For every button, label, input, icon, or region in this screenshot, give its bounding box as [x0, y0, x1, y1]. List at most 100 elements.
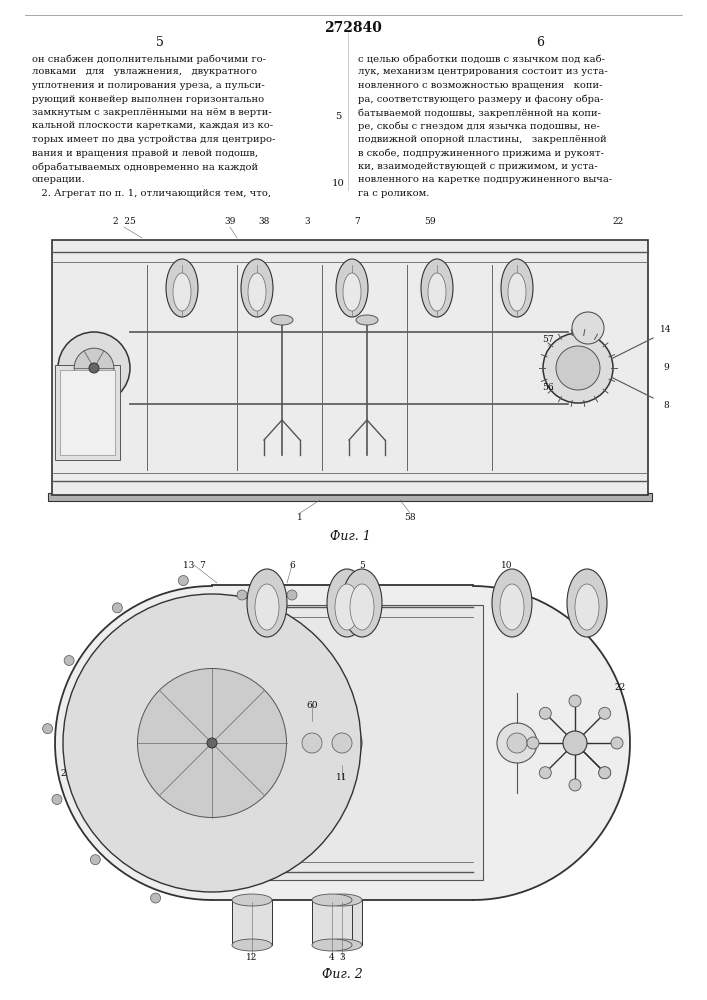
Text: торых имеет по два устройства для центриро-: торых имеет по два устройства для центри… — [32, 135, 275, 144]
Text: 3: 3 — [339, 954, 345, 962]
Text: батываемой подошвы, закреплённой на копи-: батываемой подошвы, закреплённой на копи… — [358, 108, 601, 117]
Bar — [48, 493, 652, 501]
Text: 5: 5 — [359, 560, 365, 570]
Ellipse shape — [492, 569, 532, 637]
Bar — [232, 900, 272, 945]
Text: 272840: 272840 — [324, 21, 382, 35]
Text: 9: 9 — [663, 363, 669, 372]
Circle shape — [527, 737, 539, 749]
Ellipse shape — [567, 569, 607, 637]
Circle shape — [507, 733, 527, 753]
Text: 22: 22 — [614, 684, 626, 692]
Text: 12: 12 — [246, 954, 257, 962]
Text: 60: 60 — [306, 700, 317, 710]
Text: 5: 5 — [335, 112, 341, 121]
Ellipse shape — [255, 584, 279, 630]
Text: ки, взаимодействующей с прижимом, и уста-: ки, взаимодействующей с прижимом, и уста… — [358, 162, 597, 171]
Text: в скобе, подпружиненного прижима и рукоят-: в скобе, подпружиненного прижима и рукоя… — [358, 148, 604, 158]
Circle shape — [599, 767, 611, 779]
Text: 56: 56 — [542, 383, 554, 392]
Ellipse shape — [327, 569, 367, 637]
Circle shape — [539, 767, 551, 779]
Circle shape — [556, 346, 600, 390]
Circle shape — [63, 594, 361, 892]
Circle shape — [611, 737, 623, 749]
Text: 7: 7 — [354, 218, 360, 227]
Ellipse shape — [336, 259, 368, 317]
Circle shape — [58, 332, 130, 404]
Text: замкнутым с закреплёнными на нём в верти-: замкнутым с закреплёнными на нём в верти… — [32, 108, 271, 117]
Ellipse shape — [343, 273, 361, 311]
Circle shape — [599, 767, 611, 779]
Circle shape — [599, 707, 611, 719]
Circle shape — [539, 707, 551, 719]
Ellipse shape — [575, 584, 599, 630]
Circle shape — [332, 733, 352, 753]
Text: 38: 38 — [258, 218, 269, 227]
Text: 10: 10 — [332, 180, 344, 188]
Circle shape — [64, 656, 74, 666]
Circle shape — [302, 733, 322, 753]
Text: 2: 2 — [60, 768, 66, 778]
Circle shape — [90, 855, 100, 865]
Text: он снабжен дополнительными рабочими го-: он снабжен дополнительными рабочими го- — [32, 54, 266, 64]
Ellipse shape — [356, 315, 378, 325]
Text: с целью обработки подошв с язычком под каб-: с целью обработки подошв с язычком под к… — [358, 54, 605, 64]
Ellipse shape — [350, 584, 374, 630]
Text: вания и вращения правой и левой подошв,: вания и вращения правой и левой подошв, — [32, 148, 258, 157]
Text: 2  25: 2 25 — [112, 218, 136, 227]
Circle shape — [543, 333, 613, 403]
Ellipse shape — [501, 259, 533, 317]
Circle shape — [497, 723, 537, 763]
Ellipse shape — [322, 939, 362, 951]
Text: 10: 10 — [501, 560, 513, 570]
Text: 4: 4 — [329, 954, 335, 962]
Circle shape — [151, 893, 160, 903]
Text: Фиг. 2: Фиг. 2 — [322, 968, 363, 982]
Text: 2. Агрегат по п. 1, отличающийся тем, что,: 2. Агрегат по п. 1, отличающийся тем, чт… — [32, 189, 271, 198]
Text: 6: 6 — [536, 35, 544, 48]
Polygon shape — [55, 585, 630, 900]
Text: 58: 58 — [404, 512, 416, 522]
Ellipse shape — [166, 259, 198, 317]
Ellipse shape — [173, 273, 191, 311]
Circle shape — [74, 348, 114, 388]
Text: 11: 11 — [337, 774, 348, 782]
Bar — [202, 605, 483, 880]
Bar — [55, 365, 120, 460]
Ellipse shape — [232, 939, 272, 951]
Bar — [52, 240, 648, 495]
Text: новленного на каретке подпружиненного выча-: новленного на каретке подпружиненного вы… — [358, 176, 612, 184]
Ellipse shape — [241, 259, 273, 317]
Ellipse shape — [247, 569, 287, 637]
Circle shape — [563, 731, 587, 755]
Text: ре, скобы с гнездом для язычка подошвы, не-: ре, скобы с гнездом для язычка подошвы, … — [358, 121, 600, 131]
Text: операции.: операции. — [32, 176, 86, 184]
Text: 5: 5 — [156, 35, 164, 48]
Ellipse shape — [271, 315, 293, 325]
Circle shape — [569, 695, 581, 707]
Text: 39: 39 — [224, 218, 235, 227]
Bar — [322, 900, 362, 945]
Ellipse shape — [342, 569, 382, 637]
Ellipse shape — [312, 939, 352, 951]
Ellipse shape — [248, 273, 266, 311]
Text: Фиг. 1: Фиг. 1 — [329, 530, 370, 544]
Text: 6: 6 — [289, 560, 295, 570]
Text: кальной плоскости каретками, каждая из ко-: кальной плоскости каретками, каждая из к… — [32, 121, 273, 130]
Ellipse shape — [335, 584, 359, 630]
Text: уплотнения и полирования уреза, а пульси-: уплотнения и полирования уреза, а пульси… — [32, 81, 264, 90]
Circle shape — [52, 794, 62, 804]
Text: ловками   для   увлажнения,   двукратного: ловками для увлажнения, двукратного — [32, 68, 257, 77]
Ellipse shape — [508, 273, 526, 311]
Text: 3: 3 — [304, 218, 310, 227]
Circle shape — [112, 603, 122, 613]
Text: 13  7: 13 7 — [182, 560, 206, 570]
Circle shape — [137, 668, 286, 818]
Text: рующий конвейер выполнен горизонтально: рующий конвейер выполнен горизонтально — [32, 95, 264, 104]
Bar — [60, 370, 115, 455]
Circle shape — [57, 369, 71, 383]
Circle shape — [207, 738, 217, 748]
Circle shape — [292, 723, 332, 763]
Text: 57: 57 — [542, 336, 554, 344]
